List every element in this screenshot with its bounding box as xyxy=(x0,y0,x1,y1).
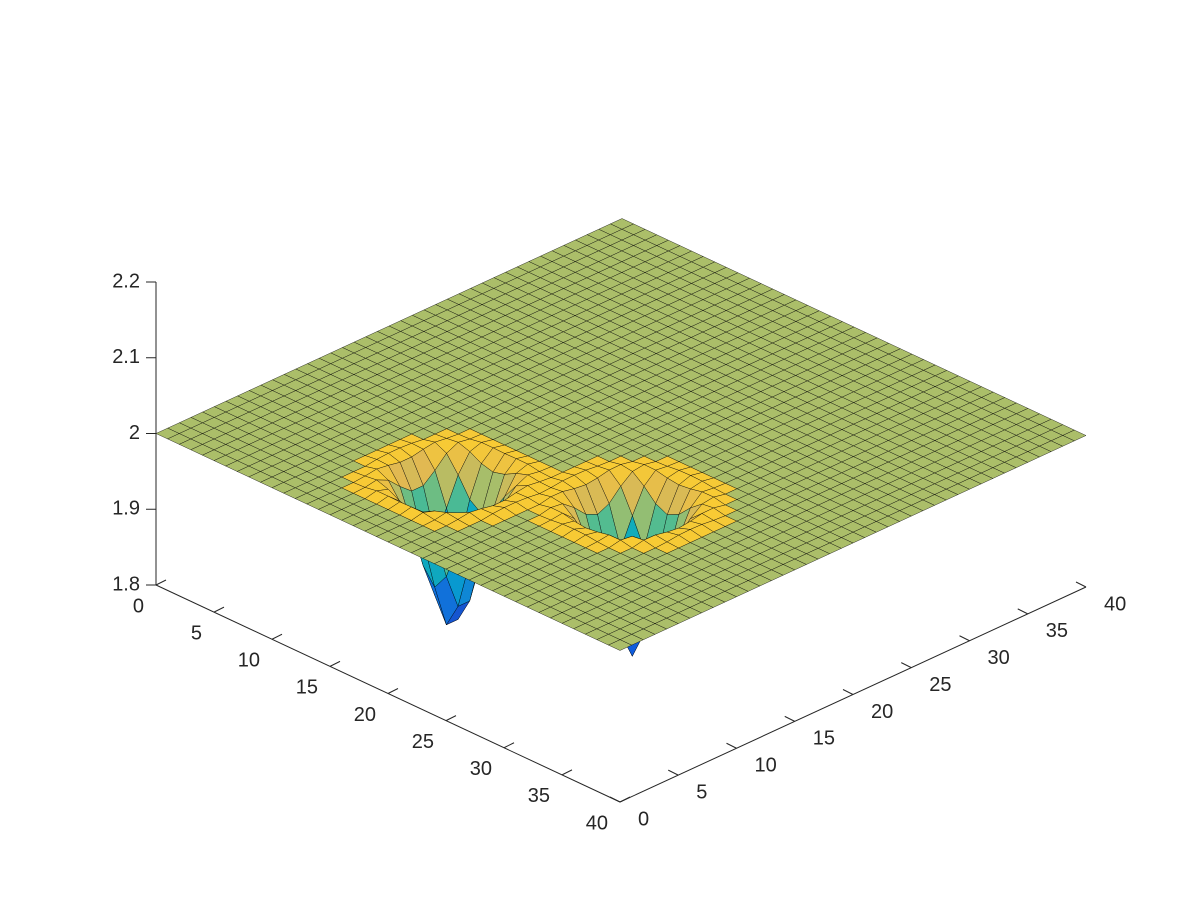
x-tick xyxy=(561,769,573,776)
x-tick xyxy=(329,660,341,667)
y-tick-label: 5 xyxy=(696,781,707,803)
x-tick-label: 5 xyxy=(191,622,202,644)
z-tick-label: 2.1 xyxy=(112,346,140,368)
x-tick-label: 25 xyxy=(412,731,434,753)
z-tick-label: 1.8 xyxy=(112,573,140,595)
y-tick xyxy=(959,635,970,642)
x-tick-label: 10 xyxy=(238,650,260,672)
y-tick-label: 20 xyxy=(871,701,893,723)
y-tick-label: 10 xyxy=(755,755,777,777)
y-tick-label: 0 xyxy=(638,808,649,830)
x-tick-label: 15 xyxy=(296,677,318,699)
surface-facet xyxy=(607,639,633,651)
x-tick xyxy=(155,579,167,586)
y-tick xyxy=(1075,581,1087,588)
x-tick-label: 0 xyxy=(133,595,144,617)
x-tick xyxy=(503,742,515,749)
x-tick-label: 35 xyxy=(528,785,550,807)
y-tick-label: 35 xyxy=(1046,620,1068,642)
y-tick-label: 30 xyxy=(988,647,1010,669)
tick-marks xyxy=(146,281,1087,803)
tick-labels: 1.8 1.9 2 2.1 2.2 0 5 10 15 20 25 30 35 40 0 5 10 15 20 25 3… xyxy=(112,270,1126,834)
x-tick-label: 30 xyxy=(470,758,492,780)
y-tick xyxy=(784,715,795,722)
z-tick-label: 2.2 xyxy=(112,270,140,292)
x-tick xyxy=(445,715,457,722)
surface-mesh xyxy=(155,218,1087,657)
z-tick-label: 2 xyxy=(129,422,140,444)
y-tick xyxy=(842,689,854,695)
x-tick xyxy=(271,633,283,640)
z-tick-label: 1.9 xyxy=(112,498,140,520)
x-tick xyxy=(619,796,631,803)
x-tick-label: 20 xyxy=(354,704,376,726)
x-tick xyxy=(387,688,399,694)
y-tick-label: 15 xyxy=(813,728,835,750)
y-tick-label: 25 xyxy=(929,674,951,696)
y-tick-label: 40 xyxy=(1104,593,1126,615)
x-tick-label: 40 xyxy=(586,812,608,834)
y-tick xyxy=(668,769,679,776)
x-tick xyxy=(213,606,225,613)
y-tick xyxy=(1017,608,1028,615)
y-tick xyxy=(609,796,621,803)
y-tick xyxy=(726,742,737,749)
y-tick xyxy=(901,662,912,669)
